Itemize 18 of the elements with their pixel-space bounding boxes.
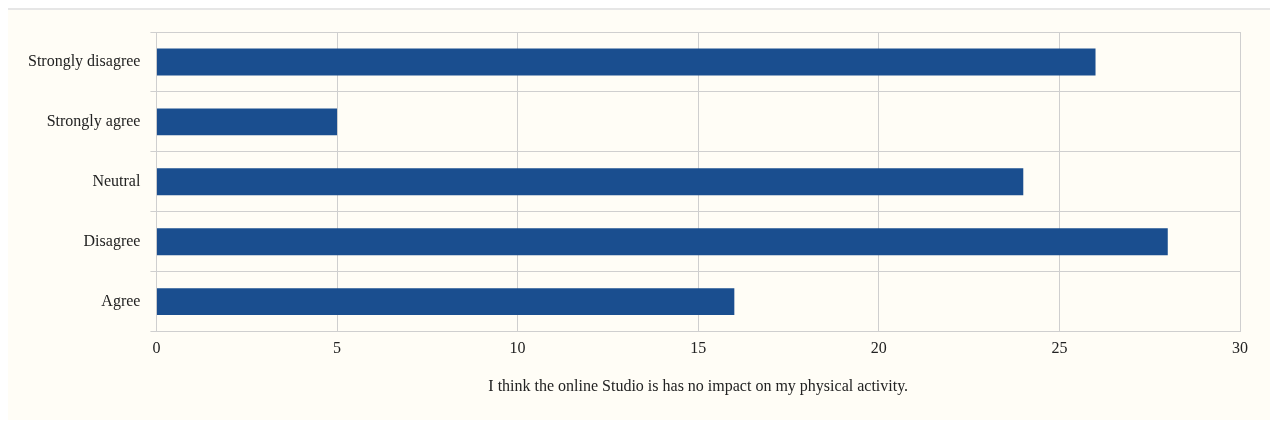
- bar: [156, 288, 735, 316]
- x-tick-label: 15: [690, 339, 707, 357]
- y-tick-label: Strongly disagree: [28, 52, 141, 71]
- x-tick-label: 0: [152, 339, 161, 357]
- x-tick-label: 25: [1051, 339, 1068, 357]
- x-tick-label: 5: [333, 339, 342, 357]
- x-tick-label: 20: [870, 339, 887, 357]
- y-tick-label: Neutral: [92, 172, 141, 189]
- x-tick-label: 10: [509, 339, 526, 357]
- y-tick-label: Agree: [101, 291, 141, 310]
- bar: [156, 48, 1096, 76]
- bar: [156, 168, 1024, 196]
- bar: [156, 108, 338, 136]
- y-tick-label: Disagree: [83, 231, 141, 250]
- x-tick-label: 30: [1232, 339, 1248, 357]
- y-tick-label: Strongly agree: [46, 112, 141, 131]
- x-axis-title: I think the online Studio is has no impact on my physical activity.: [488, 376, 909, 395]
- bar: [156, 228, 1168, 256]
